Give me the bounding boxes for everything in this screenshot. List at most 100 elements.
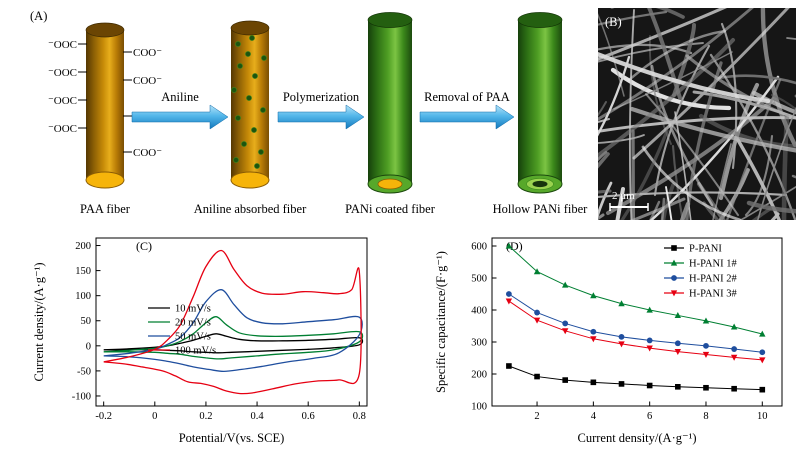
carboxylate-labels-right: COO⁻ COO⁻ COO⁻ COO⁻ xyxy=(123,47,162,159)
cv-curve-0 xyxy=(103,333,364,354)
hollow-core xyxy=(532,180,548,188)
x-tick-label: 2 xyxy=(534,411,539,422)
plot-frame xyxy=(491,237,783,407)
group-label: COO⁻ xyxy=(133,75,162,87)
fiber-top-cap xyxy=(367,12,413,28)
x-axis-label: Current density/(A·g⁻¹) xyxy=(577,431,696,445)
aniline-dots xyxy=(231,35,267,169)
fiber-cross-section xyxy=(85,171,125,189)
cv-curve-2 xyxy=(103,289,363,373)
fiber-caption: Hollow PANi fiber xyxy=(493,202,589,216)
x-tick-label: 0.8 xyxy=(353,411,366,422)
y-tick-label: 500 xyxy=(471,274,487,285)
series-line-0 xyxy=(508,365,763,391)
cv-curve-1 xyxy=(103,316,364,360)
arrow-shape xyxy=(419,104,515,130)
carboxylate-labels-left: ⁻OOC ⁻OOC ⁻OOC ⁻OOC xyxy=(48,39,87,135)
fiber-cross-section xyxy=(230,171,270,189)
scale-bar-label: 2 μm xyxy=(612,190,635,202)
x-tick-label: 10 xyxy=(757,411,768,422)
panel-label: (D) xyxy=(506,239,523,253)
fiber-body xyxy=(86,30,124,180)
series-markers-1 xyxy=(505,242,766,337)
process-arrow-removal: Removal of PAA xyxy=(419,90,515,130)
panel-b-label: (B) xyxy=(605,15,622,29)
paa-fiber-graphic xyxy=(85,22,125,189)
fiber-top-cap xyxy=(85,22,125,38)
fiber-top-cap xyxy=(517,12,563,28)
y-tick-label: -50 xyxy=(77,366,91,377)
arrow-label: Removal of PAA xyxy=(424,90,510,104)
process-arrow-polymerization: Polymerization xyxy=(277,90,365,130)
legend: 10 mV/s 20 mV/s 50 mV/s 100 mV/s xyxy=(148,304,216,357)
x-tick-label: 0 xyxy=(152,411,157,422)
legend-label: H-PANI 1# xyxy=(689,259,737,270)
fiber-top-cap xyxy=(230,20,270,36)
y-axis-label: Specific capacitance/(F·g⁻¹) xyxy=(434,251,448,393)
y-tick-label: 200 xyxy=(471,370,487,381)
y-tick-label: 200 xyxy=(75,241,91,252)
scale-bar: 2 μm xyxy=(609,190,649,211)
y-tick-label: 150 xyxy=(75,266,91,277)
y-tick-label: 100 xyxy=(471,402,487,413)
group-label: COO⁻ xyxy=(133,47,162,59)
y-axis-label: Current density/(A·g⁻¹) xyxy=(32,262,46,381)
sem-nanofibers xyxy=(598,8,796,220)
fiber-body xyxy=(368,20,412,184)
fiber-body xyxy=(518,20,562,184)
legend-label: P-PANI xyxy=(689,244,722,255)
series-markers-2 xyxy=(505,291,766,356)
group-label: ⁻OOC xyxy=(48,67,77,79)
panel-a-label: (A) xyxy=(30,9,47,23)
legend: P-PANI H-PANI 1# H-PANI 2# H-PANI 3# xyxy=(664,244,737,300)
y-tick-label: -100 xyxy=(72,391,91,402)
legend-label: 100 mV/s xyxy=(175,346,216,357)
panel-a-schematic: (A) ⁻OOC ⁻OOC ⁻OOC ⁻OOC COO⁻ COO⁻ COO⁻ C… xyxy=(30,9,588,216)
legend-label: H-PANI 3# xyxy=(689,289,737,300)
panel-c-cv-chart: -0.2 0 0.2 0.4 0.6 0.8 -100 -50 0 50 100 150 200 Pote… xyxy=(32,237,368,445)
x-tick-label: 0.6 xyxy=(302,411,315,422)
legend-label: 20 mV/s xyxy=(175,318,211,329)
aniline-absorbed-fiber-graphic xyxy=(230,20,270,189)
y-tick-label: 600 xyxy=(471,242,487,253)
x-tick-label: 0.4 xyxy=(251,411,265,422)
pani-coated-fiber-graphic xyxy=(367,12,413,194)
y-tick-label: 0 xyxy=(86,341,91,352)
x-tick-label: 8 xyxy=(703,411,708,422)
legend-label: 10 mV/s xyxy=(175,304,211,315)
arrow-shape xyxy=(131,104,229,130)
x-tick-label: -0.2 xyxy=(95,411,112,422)
arrow-shape xyxy=(277,104,365,130)
panel-b-sem-image: (B) 2 μm xyxy=(598,8,796,220)
group-label: ⁻OOC xyxy=(48,95,77,107)
y-tick-label: 100 xyxy=(75,291,91,302)
chart-root: -0.2 0 0.2 0.4 0.6 0.8 -100 -50 0 50 100 150 200 Pote… xyxy=(32,237,368,445)
x-tick-label: 0.2 xyxy=(199,411,212,422)
y-tick-label: 300 xyxy=(471,338,487,349)
y-tick-label: 400 xyxy=(471,306,487,317)
legend-label: H-PANI 2# xyxy=(689,274,737,285)
series-line-2 xyxy=(508,293,763,353)
group-label: ⁻OOC xyxy=(48,123,77,135)
arrow-label: Aniline xyxy=(161,90,199,104)
y-tick-label: 50 xyxy=(81,316,92,327)
process-arrow-aniline: Aniline xyxy=(131,90,229,130)
legend-label: 50 mV/s xyxy=(175,332,211,343)
chart-root: 2 4 6 8 10 100 200 300 400 500 600 Current density/… xyxy=(434,237,783,445)
fiber-caption: Aniline absorbed fiber xyxy=(194,202,307,216)
x-tick-label: 4 xyxy=(591,411,597,422)
x-tick-label: 6 xyxy=(647,411,652,422)
cv-curve-3 xyxy=(103,249,362,395)
series-markers-0 xyxy=(506,363,766,393)
fiber-caption: PAA fiber xyxy=(80,202,131,216)
arrow-label: Polymerization xyxy=(283,90,360,104)
fiber-caption: PANi coated fiber xyxy=(345,202,436,216)
group-label: ⁻OOC xyxy=(48,39,77,51)
fiber-captions: PAA fiber Aniline absorbed fiber PANi co… xyxy=(80,202,588,216)
plot-frame xyxy=(95,237,368,407)
paa-core xyxy=(377,178,403,190)
series-line-3 xyxy=(508,300,763,361)
panel-d-capacitance-chart: 2 4 6 8 10 100 200 300 400 500 600 Current density/… xyxy=(434,237,783,445)
hollow-pani-fiber-graphic xyxy=(517,12,563,194)
